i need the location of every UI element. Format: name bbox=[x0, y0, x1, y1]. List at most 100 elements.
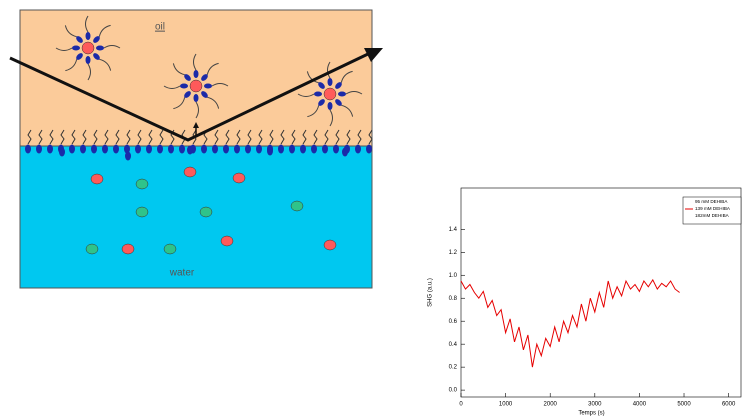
y-tick-label: 0.8 bbox=[449, 296, 458, 302]
micelle-head bbox=[327, 78, 333, 86]
x-tick-label: 6000 bbox=[722, 402, 736, 408]
surfactant-tail bbox=[214, 129, 219, 145]
surfactant-tail bbox=[291, 129, 296, 145]
surfactant-head bbox=[91, 144, 97, 154]
x-axis-label: Temps (s) bbox=[578, 411, 604, 417]
ion bbox=[135, 178, 149, 190]
surfactant-head bbox=[212, 144, 218, 154]
x-tick-label: 0 bbox=[459, 402, 463, 408]
surfactant-head bbox=[25, 144, 31, 154]
surfactant-head bbox=[179, 144, 185, 154]
micelle-tail bbox=[327, 61, 331, 79]
surfactant-head bbox=[278, 144, 284, 154]
water-label: water bbox=[169, 268, 195, 279]
surfactant-head bbox=[187, 145, 193, 155]
micelle-tail bbox=[87, 63, 91, 81]
micelle-head bbox=[318, 99, 325, 106]
arrow-head bbox=[193, 122, 199, 128]
surfactant-head bbox=[59, 147, 65, 157]
micelle-tail bbox=[211, 83, 229, 87]
micelle-tail bbox=[297, 93, 315, 97]
micelle-head bbox=[314, 91, 322, 97]
x-tick-label: 3000 bbox=[588, 402, 602, 408]
oil-label: oil bbox=[155, 22, 165, 33]
micelle-tail bbox=[172, 63, 185, 76]
diagram: oil water bbox=[9, 9, 383, 289]
micelle-core bbox=[189, 79, 203, 93]
ion bbox=[232, 172, 246, 184]
legend-label: 182mM DEHIBA bbox=[695, 213, 730, 218]
surfactant-tail bbox=[368, 129, 373, 145]
micelle-tail bbox=[85, 15, 89, 33]
ion bbox=[199, 206, 213, 218]
surfactant-head bbox=[234, 144, 240, 154]
chart: 0.0 0.2 0.4 0.6 0.8 1.0 1.2 1.4 0 1000 2000 3000 400… bbox=[428, 187, 742, 417]
surfactant-tail bbox=[60, 129, 65, 145]
surfactant-head bbox=[355, 144, 361, 154]
micelle-head bbox=[96, 45, 104, 51]
micelle-tail bbox=[306, 71, 319, 84]
micelle-head bbox=[184, 74, 191, 81]
x-tick-label: 2000 bbox=[544, 402, 558, 408]
incident-beam bbox=[9, 52, 369, 142]
surfactant-head bbox=[168, 144, 174, 154]
ion bbox=[90, 173, 104, 185]
y-tick-label: 0.4 bbox=[449, 342, 458, 348]
surfactant-tail bbox=[236, 129, 241, 145]
micelle-head bbox=[201, 74, 208, 81]
surfactant-tail bbox=[71, 129, 76, 145]
ion bbox=[183, 166, 197, 178]
micelle-tail bbox=[329, 109, 333, 127]
micelle-tail bbox=[64, 25, 77, 38]
micelle-core bbox=[323, 87, 337, 101]
surfactant-head bbox=[201, 144, 207, 154]
surfactant-tail bbox=[159, 129, 164, 145]
y-tick-label: 0.2 bbox=[449, 365, 458, 371]
surfactant-head bbox=[267, 146, 273, 156]
micelle-tail bbox=[341, 104, 354, 117]
surfactant-head bbox=[157, 144, 163, 154]
surfactant-tail bbox=[335, 129, 340, 145]
surfactant-tail bbox=[225, 129, 230, 145]
micelle-head bbox=[193, 70, 199, 78]
x-tick-label: 1000 bbox=[499, 402, 513, 408]
micelle-head bbox=[93, 36, 100, 43]
ion bbox=[135, 206, 149, 218]
micelle-tail bbox=[207, 96, 220, 109]
surfactant-tail bbox=[137, 129, 142, 145]
surfactant-tail bbox=[49, 129, 54, 145]
surfactant-tail bbox=[357, 129, 362, 145]
surfactant-tail bbox=[82, 129, 87, 145]
surfactant-head bbox=[322, 144, 328, 154]
surfactant-head bbox=[80, 144, 86, 154]
surfactant-tail bbox=[302, 129, 307, 145]
surfactant-head bbox=[300, 144, 306, 154]
micelle-tail bbox=[55, 47, 73, 51]
plot-frame bbox=[460, 187, 742, 398]
micelle-head bbox=[85, 32, 91, 40]
surfactant-tail bbox=[93, 129, 98, 145]
y-tick-label: 1.4 bbox=[449, 227, 458, 233]
micelle-head bbox=[335, 82, 342, 89]
micelle-tail bbox=[173, 97, 186, 110]
micelle-tail bbox=[65, 59, 78, 72]
micelle-head bbox=[180, 83, 188, 89]
y-tick-label: 0.6 bbox=[449, 319, 458, 325]
x-tick-label: 4000 bbox=[633, 402, 647, 408]
micelle-tail bbox=[307, 105, 320, 118]
surfactant-head bbox=[125, 151, 131, 161]
surfactant-tail bbox=[313, 129, 318, 145]
surfactant-head bbox=[47, 144, 53, 154]
surfactant-tail bbox=[104, 129, 109, 145]
legend-label: 95 mM DEHIBA bbox=[695, 199, 728, 204]
micelle-head bbox=[193, 94, 199, 102]
surfactant-head bbox=[289, 144, 295, 154]
micelle-head bbox=[318, 82, 325, 89]
micelle-head bbox=[184, 91, 191, 98]
micelle-head bbox=[335, 99, 342, 106]
legend-box bbox=[682, 196, 742, 225]
micelle-tail bbox=[345, 91, 363, 95]
surfactant-head bbox=[245, 144, 251, 154]
surfactant-head bbox=[342, 147, 348, 157]
x-tick-label: 5000 bbox=[677, 402, 691, 408]
